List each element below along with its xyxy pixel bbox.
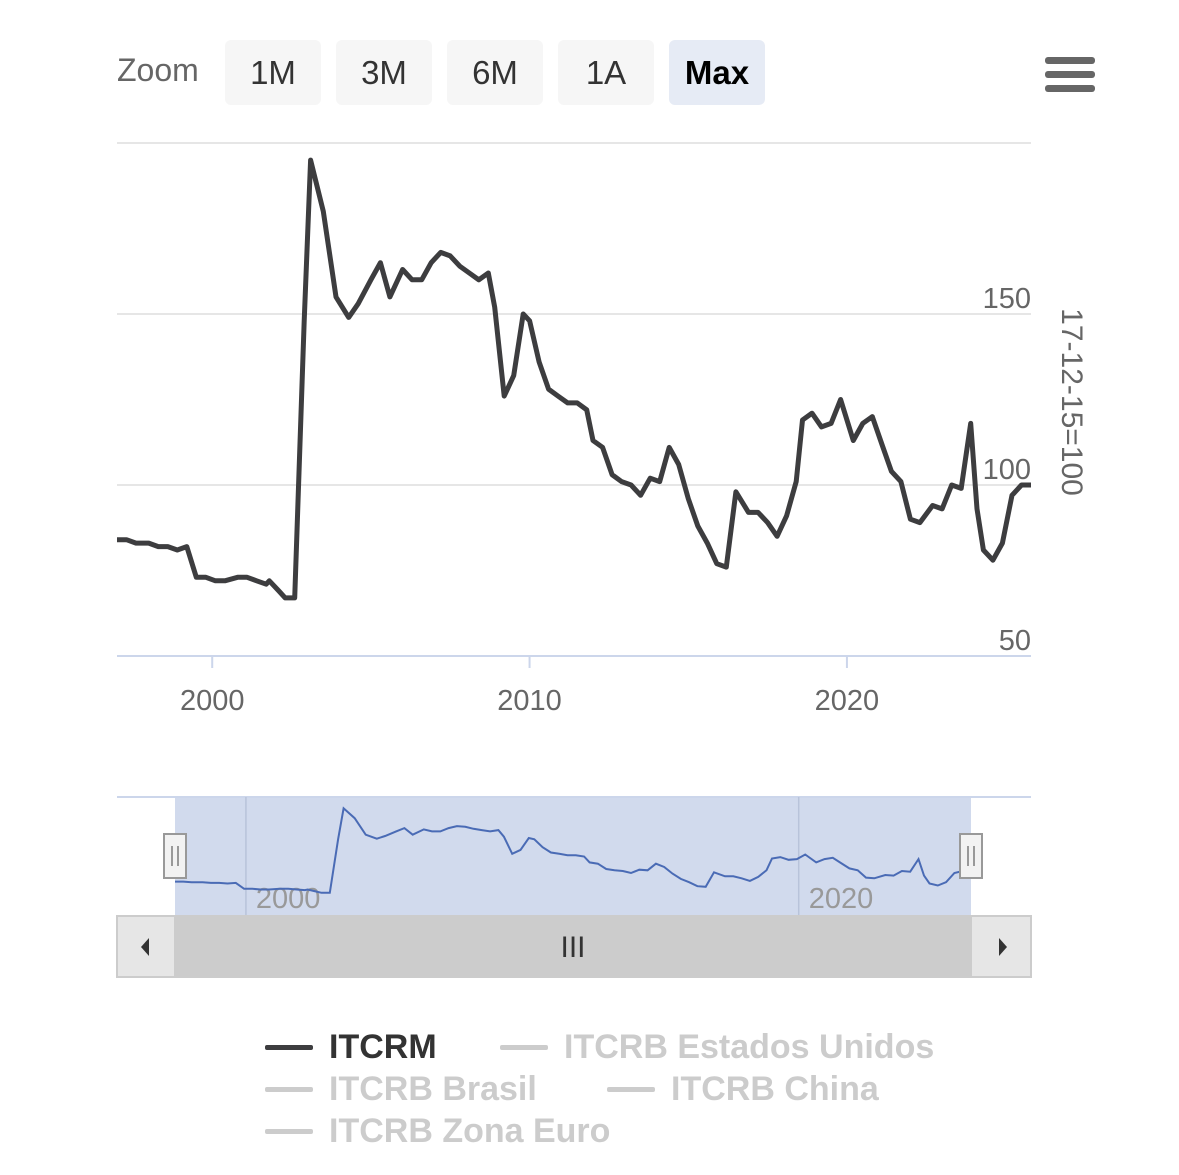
legend-item-itcrb-brasil[interactable]: ITCRB Brasil <box>265 1070 537 1109</box>
legend-swatch <box>500 1045 548 1050</box>
y-axis-title: 17-12-15=100 <box>1055 308 1088 496</box>
arrow-right-icon <box>999 938 1007 956</box>
zoom-6m-button[interactable]: 6M <box>447 40 543 105</box>
legend-swatch <box>265 1129 313 1134</box>
y-tick-label: 150 <box>983 283 1031 315</box>
x-tick-label: 2000 <box>180 685 245 717</box>
legend-item-itcrb-china[interactable]: ITCRB China <box>607 1070 879 1109</box>
zoom-1a-button[interactable]: 1A <box>558 40 654 105</box>
zoom-1m-button[interactable]: 1M <box>225 40 321 105</box>
zoom-label: Zoom <box>117 52 199 88</box>
navigator-tick-label: 2020 <box>809 883 874 915</box>
navigator-series-line <box>175 806 971 894</box>
legend-swatch <box>607 1087 655 1092</box>
legend-label: ITCRM <box>329 1028 437 1066</box>
grip-handle-icon <box>959 833 983 879</box>
navigator-mask <box>175 797 971 916</box>
chart: 2000 2010 2020 50 100 150 17-12-15=100 2000 2… <box>116 142 1088 978</box>
legend-label: ITCRB Zona Euro <box>329 1112 611 1150</box>
x-axis: 2000 2010 2020 <box>117 655 1031 717</box>
scrollbar-thumb[interactable] <box>175 916 971 977</box>
legend-label: ITCRB China <box>671 1070 879 1108</box>
scroll-right-button[interactable] <box>970 915 1032 978</box>
y-tick-label: 100 <box>983 454 1031 486</box>
legend-item-itcrb-estados-unidos[interactable]: ITCRB Estados Unidos <box>500 1028 934 1067</box>
y-tick-label: 50 <box>999 625 1031 657</box>
legend-swatch <box>265 1045 313 1050</box>
navigator-right-handle[interactable] <box>959 833 983 879</box>
zoom-max-button[interactable]: Max <box>669 40 765 105</box>
legend-label: ITCRB Brasil <box>329 1070 537 1108</box>
hamburger-menu-icon[interactable] <box>1043 55 1097 95</box>
grip-handle-icon <box>163 833 187 879</box>
legend: ITCRM ITCRB Estados Unidos ITCRB Brasil … <box>0 1020 1179 1170</box>
x-tick-label: 2020 <box>815 685 880 717</box>
arrow-left-icon <box>141 938 149 956</box>
legend-label: ITCRB Estados Unidos <box>564 1028 935 1066</box>
legend-swatch <box>265 1087 313 1092</box>
legend-item-itcrm[interactable]: ITCRM <box>265 1028 437 1067</box>
scrollbar-grip: III <box>560 931 585 964</box>
x-tick-label: 2010 <box>497 685 562 717</box>
zoom-3m-button[interactable]: 3M <box>336 40 432 105</box>
y-axis: 50 100 150 <box>983 283 1031 657</box>
scroll-left-button[interactable] <box>116 915 176 978</box>
navigator-left-handle[interactable] <box>163 833 187 879</box>
series-line-itcrm <box>117 157 1031 601</box>
legend-item-itcrb-zona-euro[interactable]: ITCRB Zona Euro <box>265 1112 610 1151</box>
